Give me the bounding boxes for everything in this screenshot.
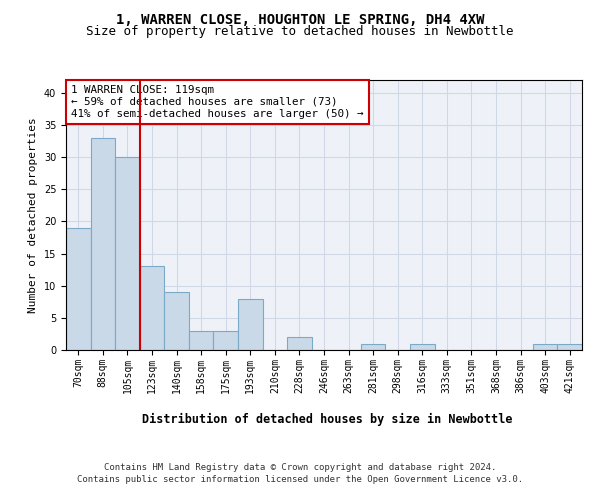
Bar <box>287 337 312 350</box>
Bar <box>557 344 582 350</box>
Text: Distribution of detached houses by size in Newbottle: Distribution of detached houses by size … <box>142 412 512 426</box>
Bar <box>140 266 164 350</box>
Bar <box>164 292 189 350</box>
Bar <box>115 157 140 350</box>
Text: Contains public sector information licensed under the Open Government Licence v3: Contains public sector information licen… <box>77 475 523 484</box>
Text: Contains HM Land Registry data © Crown copyright and database right 2024.: Contains HM Land Registry data © Crown c… <box>104 462 496 471</box>
Text: 1 WARREN CLOSE: 119sqm
← 59% of detached houses are smaller (73)
41% of semi-det: 1 WARREN CLOSE: 119sqm ← 59% of detached… <box>71 86 364 118</box>
Bar <box>533 344 557 350</box>
Y-axis label: Number of detached properties: Number of detached properties <box>28 117 38 313</box>
Bar <box>214 330 238 350</box>
Bar <box>361 344 385 350</box>
Text: Size of property relative to detached houses in Newbottle: Size of property relative to detached ho… <box>86 25 514 38</box>
Bar <box>189 330 214 350</box>
Text: 1, WARREN CLOSE, HOUGHTON LE SPRING, DH4 4XW: 1, WARREN CLOSE, HOUGHTON LE SPRING, DH4… <box>116 12 484 26</box>
Bar <box>410 344 434 350</box>
Bar <box>66 228 91 350</box>
Bar <box>238 298 263 350</box>
Bar <box>91 138 115 350</box>
